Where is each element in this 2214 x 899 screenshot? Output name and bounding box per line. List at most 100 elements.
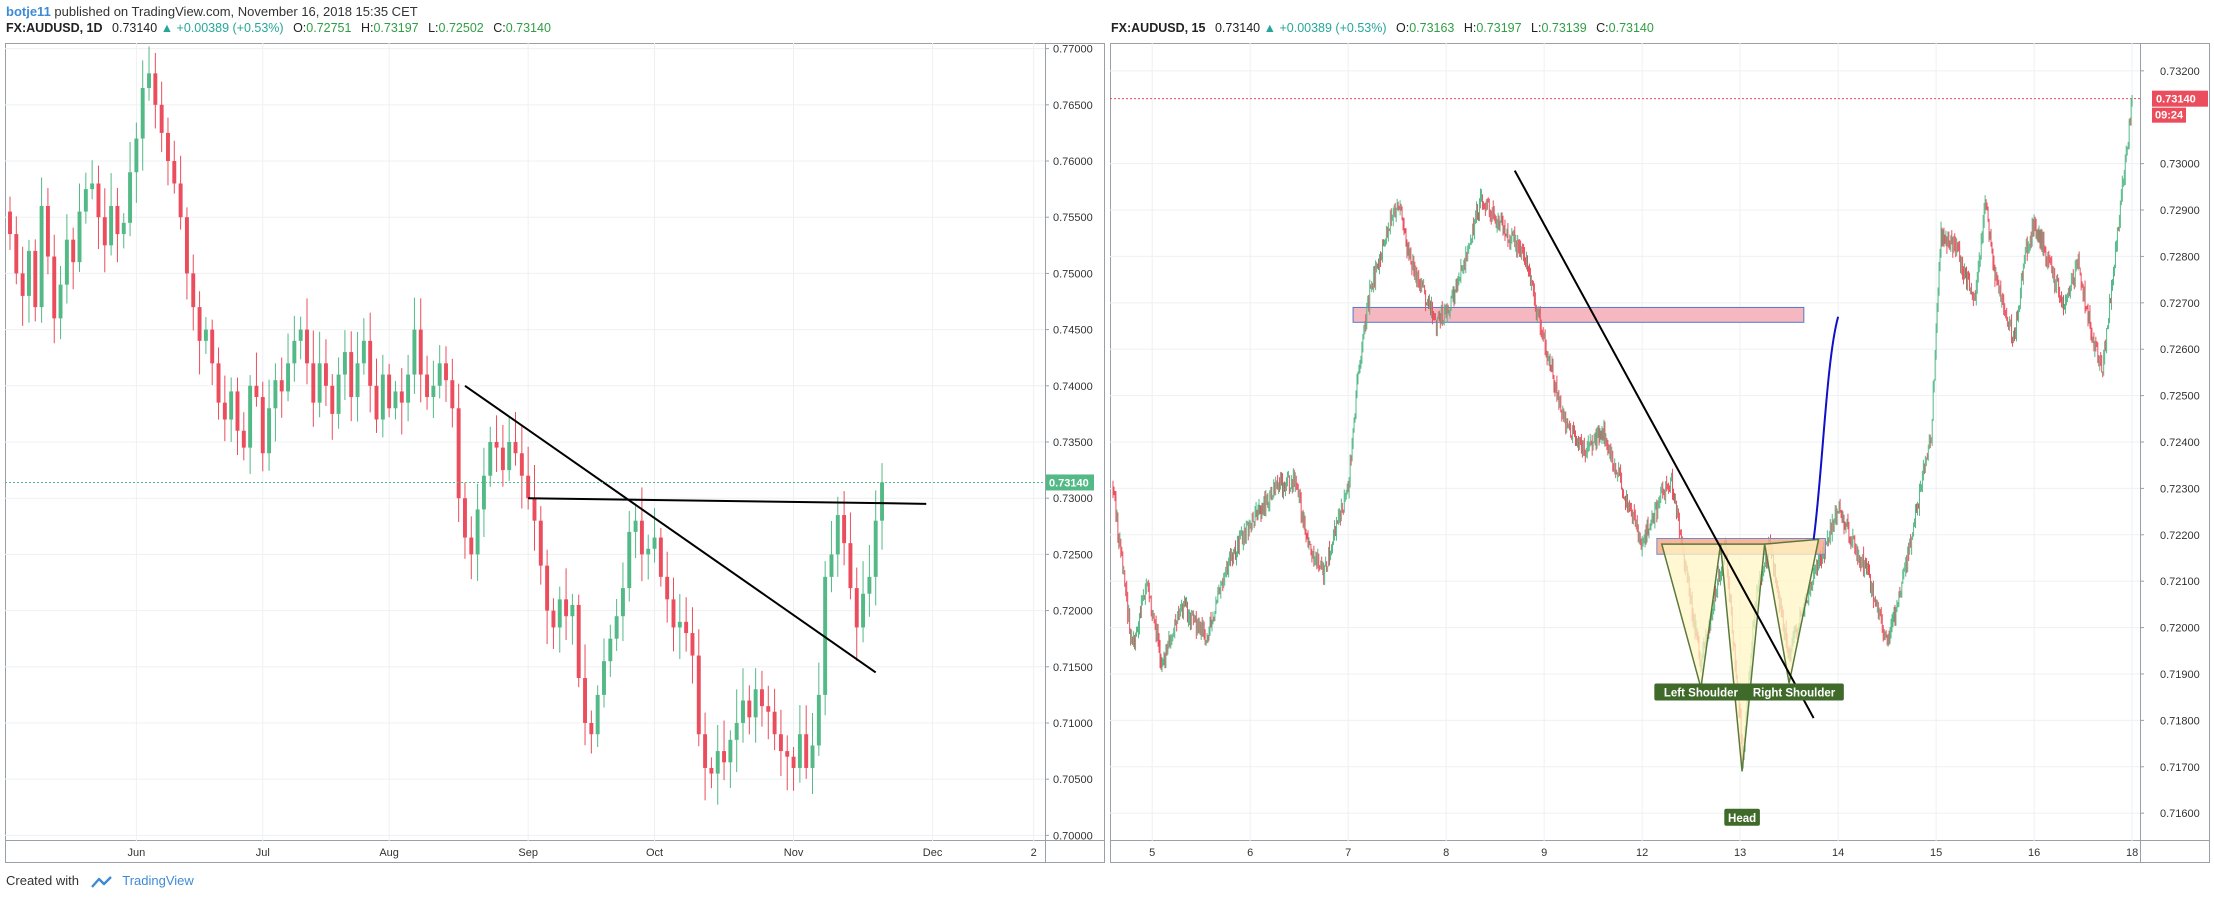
- candle-body: [418, 329, 423, 375]
- candle-body: [96, 183, 101, 218]
- right-symbol[interactable]: FX:AUDUSD, 15: [1111, 21, 1206, 35]
- candle-body: [52, 256, 57, 319]
- candle-body: [450, 380, 455, 409]
- pattern-label[interactable]: Left Shoulder: [1664, 688, 1739, 700]
- candle-body: [71, 239, 76, 263]
- x-tick-label: 14: [1832, 847, 1844, 859]
- candle-body: [222, 402, 227, 420]
- x-tick-label: Oct: [646, 847, 663, 859]
- candle-body: [197, 307, 202, 341]
- supply-zone-box[interactable]: [1352, 306, 1805, 323]
- candle-body: [519, 453, 524, 476]
- candle-body: [336, 374, 341, 414]
- candle-body: [399, 391, 404, 403]
- candle-body: [279, 380, 284, 392]
- candle-body: [797, 734, 802, 768]
- x-tick-label: 8: [1443, 847, 1449, 859]
- countdown-badge: [2152, 107, 2186, 123]
- left-symbol[interactable]: FX:AUDUSD, 1D: [6, 21, 103, 35]
- pattern-label[interactable]: Head: [1728, 813, 1756, 825]
- author-username[interactable]: botje11: [6, 4, 51, 19]
- candle-body: [248, 385, 253, 448]
- left-last-price: 0.73140: [112, 21, 158, 35]
- right-high-value: 0.73197: [1476, 21, 1522, 35]
- left-shoulder-shape[interactable]: [1660, 543, 1722, 689]
- y-tick-label: 0.71000: [1053, 718, 1093, 730]
- candle-body: [216, 363, 221, 403]
- x-tick-label: 16: [2028, 847, 2040, 859]
- y-tick-label: 0.72600: [2160, 344, 2200, 356]
- trendline[interactable]: [1513, 170, 1815, 719]
- x-tick-label: 15: [1930, 847, 1942, 859]
- candle-body: [475, 509, 480, 555]
- candle-body: [159, 104, 164, 133]
- candle-body: [368, 340, 373, 386]
- candle-body: [90, 183, 95, 190]
- candle-body: [804, 734, 809, 768]
- candle-body: [545, 565, 550, 611]
- left-change: ▲ +0.00389 (+0.53%): [160, 21, 284, 35]
- x-tick-label: Sep: [518, 847, 538, 859]
- y-tick-label: 0.71500: [1053, 662, 1093, 674]
- footer: Created with TradingView: [6, 873, 194, 888]
- candle-body: [330, 385, 335, 414]
- candle-body: [178, 183, 183, 218]
- daily-candlestick-chart[interactable]: 0.77000 0.76500 0.76000 0.75500 0.75000 0.745…: [5, 43, 1105, 863]
- pattern-label-bg: [1744, 683, 1844, 701]
- candle-body: [494, 442, 499, 448]
- y-tick-label: 0.72800: [2160, 251, 2200, 263]
- right-chart-legend: FX:AUDUSD, 15 0.73140 ▲ +0.00389 (+0.53%…: [1111, 21, 1654, 35]
- candle-body: [602, 661, 606, 695]
- right-open-value: 0.73163: [1409, 21, 1455, 35]
- x-tick-label: 6: [1247, 847, 1253, 859]
- current-price-badge: [2152, 90, 2208, 107]
- y-tick-label: 0.72700: [2160, 298, 2200, 310]
- y-tick-label: 0.76000: [1053, 156, 1093, 168]
- candle-body: [33, 250, 38, 308]
- left-low-value: 0.72502: [438, 21, 484, 35]
- candle-body: [361, 340, 366, 364]
- x-tick-label: 13: [1734, 847, 1746, 859]
- candle-body: [595, 694, 600, 735]
- x-tick-label: 18: [2126, 847, 2138, 859]
- x-tick-label: 2: [1031, 847, 1037, 859]
- candle-body: [861, 593, 866, 628]
- trendline[interactable]: [528, 497, 927, 505]
- candle-body: [317, 363, 322, 403]
- right-low-value: 0.73139: [1541, 21, 1587, 35]
- candle-body: [481, 475, 486, 510]
- head-shape[interactable]: [1719, 543, 1766, 772]
- candle-body: [463, 498, 467, 538]
- candle-body: [507, 442, 512, 471]
- y-tick-label: 0.73000: [2160, 159, 2200, 171]
- candle-body: [576, 604, 581, 679]
- candle-body: [684, 621, 689, 634]
- candle-body: [323, 363, 328, 386]
- x-tick-label: Jun: [128, 847, 146, 859]
- candle-body: [532, 498, 537, 521]
- candle-body: [153, 73, 158, 105]
- y-tick-label: 0.72400: [2160, 437, 2200, 449]
- candle-body: [690, 633, 695, 656]
- intraday-candlestick-chart[interactable]: 0.73200 0.73000 0.72900 0.72800 0.72700 0.726…: [1110, 43, 2210, 863]
- candle-body: [848, 543, 853, 589]
- pattern-label-bg: [1654, 683, 1748, 701]
- candle-body: [26, 250, 31, 296]
- candle-body: [500, 447, 505, 471]
- x-tick-label: Dec: [923, 847, 943, 859]
- y-tick-label: 0.75500: [1053, 212, 1093, 224]
- trendline[interactable]: [464, 384, 877, 674]
- x-tick-label: 9: [1541, 847, 1547, 859]
- y-tick-label: 0.71900: [2160, 669, 2200, 681]
- candle-body: [39, 205, 44, 308]
- tradingview-brand-link[interactable]: TradingView: [122, 873, 194, 888]
- right-shoulder-shape[interactable]: [1763, 538, 1820, 684]
- left-close-label: C:: [493, 21, 506, 35]
- candle-body: [728, 739, 733, 763]
- pattern-label[interactable]: Right Shoulder: [1753, 688, 1836, 700]
- y-tick-label: 0.71800: [2160, 715, 2200, 727]
- projection-curve[interactable]: [1812, 316, 1840, 540]
- y-tick-label: 0.70000: [1053, 830, 1093, 842]
- candle-body: [488, 442, 493, 476]
- candle-body: [715, 751, 720, 774]
